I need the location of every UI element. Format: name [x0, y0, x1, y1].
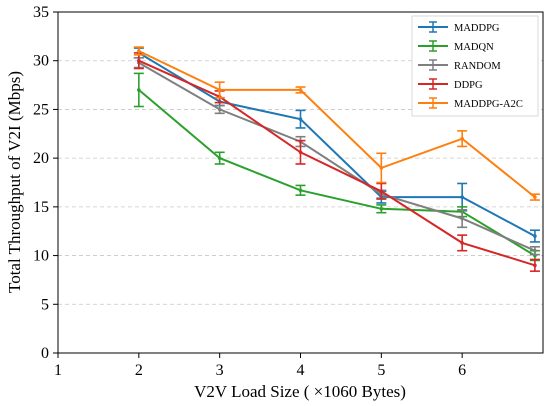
series-line-maddpg — [138, 52, 536, 237]
data-point-maddpg-a2c-4 — [460, 136, 464, 141]
series-line-madqn — [138, 89, 536, 257]
x-axis-ticks: 1 2 3 4 5 6 — [54, 353, 466, 379]
data-point-random-5 — [533, 248, 537, 253]
series-random — [133, 56, 540, 256]
y-tick-label-25: 25 — [33, 101, 49, 118]
y-tick-label-35: 35 — [33, 4, 49, 21]
legend-label-maddpg: MADDPG — [454, 23, 500, 34]
legend-label-random: RANDOM — [454, 61, 501, 72]
data-point-madqn-0 — [137, 88, 141, 92]
data-point-ddpg-2 — [298, 150, 303, 155]
x-tick-label-5: 5 — [377, 362, 385, 379]
legend-label-ddpg: DDPG — [454, 80, 483, 91]
data-point-maddpg-a2c-3 — [379, 166, 384, 170]
data-point-maddpg-2 — [298, 117, 303, 121]
y-tick-label-10: 10 — [33, 248, 49, 265]
y-axis-label: Total Throughput of V2I (Mbps) — [5, 71, 24, 293]
data-point-ddpg-4 — [460, 241, 464, 245]
x-tick-label-6: 6 — [458, 362, 466, 379]
x-tick-label-3: 3 — [216, 362, 224, 379]
data-point-random-4 — [460, 216, 464, 221]
data-point-ddpg-0 — [137, 58, 141, 63]
y-tick-label-15: 15 — [33, 199, 49, 216]
data-point-maddpg-5 — [533, 234, 537, 238]
x-tick-label-1: 1 — [54, 362, 62, 379]
y-tick-label-30: 30 — [33, 53, 49, 70]
data-point-madqn-2 — [298, 188, 303, 193]
legend-label-madqn: MADQN — [454, 42, 494, 53]
data-point-madqn-3 — [379, 207, 384, 211]
y-tick-label-20: 20 — [33, 150, 49, 167]
y-tick-label-5: 5 — [41, 296, 49, 313]
x-tick-label-2: 2 — [135, 362, 143, 379]
series-line-maddpg-a2c — [138, 50, 536, 198]
series-line-random — [138, 61, 536, 252]
series-madqn — [133, 72, 540, 262]
data-point-maddpg-a2c-5 — [533, 195, 537, 199]
series-maddpg-a2c — [133, 46, 540, 201]
data-point-maddpg-a2c-2 — [298, 88, 303, 92]
x-tick-label-4: 4 — [297, 362, 305, 379]
legend-label-maddpg-a2c: MADDPG-A2C — [454, 99, 523, 110]
data-point-random-1 — [217, 107, 222, 112]
data-point-maddpg-a2c-0 — [137, 49, 141, 53]
data-point-maddpg-4 — [460, 195, 464, 199]
data-point-ddpg-5 — [533, 263, 537, 268]
legend: MADDPG MADQN RANDOM DDPG MADDPG-A2C — [411, 15, 539, 117]
series-line-ddpg — [138, 59, 536, 267]
y-tick-label-0: 0 — [41, 345, 49, 362]
x-axis-label: V2V Load Size ( ×1060 Bytes) — [194, 382, 406, 401]
series-layer — [133, 46, 540, 272]
data-point-madqn-1 — [217, 156, 222, 160]
y-axis-ticks: 0 5 10 15 20 25 30 35 — [33, 4, 58, 362]
data-point-ddpg-3 — [379, 189, 384, 194]
data-point-maddpg-a2c-1 — [217, 88, 222, 92]
